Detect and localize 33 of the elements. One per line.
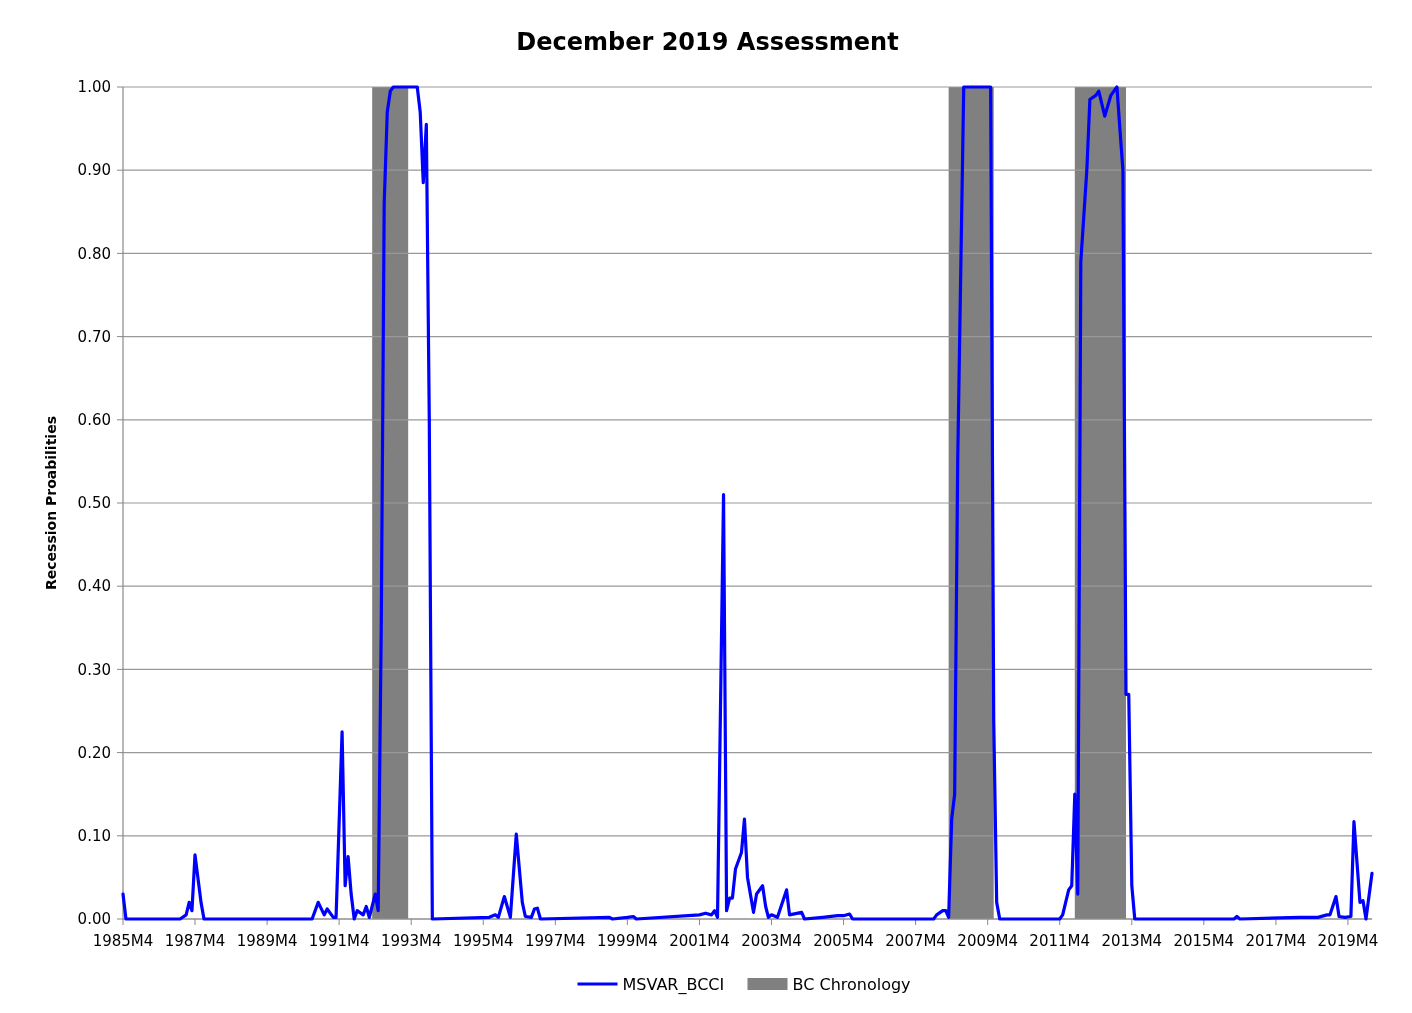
x-tick-label: 2001M4 (669, 932, 730, 950)
x-tick-label: 1991M4 (308, 932, 370, 950)
y-tick-label: 1.00 (77, 78, 111, 97)
y-tick-label: 0.60 (77, 411, 111, 430)
x-tick-label: 2009M4 (957, 932, 1019, 950)
x-tick-label: 1987M4 (164, 932, 226, 950)
legend-label: MSVAR_BCCI (622, 974, 725, 995)
x-tick-label: 2019M4 (1317, 932, 1379, 950)
y-tick-label: 0.20 (77, 743, 111, 762)
x-tick-label: 1989M4 (236, 932, 298, 950)
x-tick-label: 2017M4 (1245, 932, 1307, 950)
x-tick-label: 2015M4 (1173, 932, 1235, 950)
y-tick-label: 0.70 (77, 327, 111, 346)
legend-label: BC Chronology (792, 974, 911, 994)
x-tick-label: 1995M4 (452, 932, 514, 950)
y-tick-label: 0.50 (77, 494, 111, 513)
y-tick-label: 0.90 (77, 161, 111, 180)
y-axis-title: Recession Proabilities (43, 416, 59, 590)
x-tick-label: 2005M4 (813, 932, 874, 950)
y-tick-label: 0.10 (77, 827, 111, 846)
x-tick-label: 2007M4 (885, 932, 946, 950)
y-tick-label: 0.30 (77, 660, 111, 679)
x-tick-label: 2013M4 (1101, 932, 1163, 950)
x-tick-label: 1993M4 (380, 932, 442, 950)
x-tick-label: 1985M4 (92, 932, 154, 950)
y-tick-label: 0.00 (77, 910, 111, 929)
y-tick-label: 0.80 (77, 244, 111, 263)
x-tick-label: 2003M4 (741, 932, 802, 950)
x-tick-label: 1997M4 (525, 932, 586, 950)
x-tick-label: 2011M4 (1029, 932, 1091, 950)
y-tick-label: 0.40 (77, 577, 111, 596)
x-tick-label: 1999M4 (597, 932, 658, 950)
chart-title: December 2019 Assessment (516, 28, 899, 56)
